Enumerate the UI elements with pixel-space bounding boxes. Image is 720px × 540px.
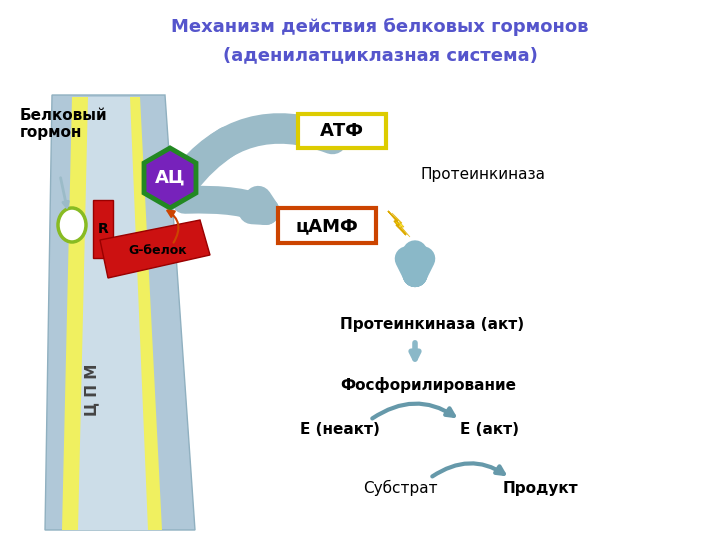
Text: Е (акт): Е (акт): [461, 422, 520, 437]
Polygon shape: [78, 97, 148, 530]
Text: Фосфорилирование: Фосфорилирование: [340, 377, 516, 393]
Polygon shape: [388, 211, 406, 235]
Text: цАМФ: цАМФ: [296, 217, 359, 235]
Text: Протеинкиназа (акт): Протеинкиназа (акт): [340, 318, 524, 333]
Text: Субстрат: Субстрат: [363, 480, 437, 496]
Text: Продукт: Продукт: [502, 481, 578, 496]
Polygon shape: [100, 220, 210, 278]
Ellipse shape: [58, 208, 86, 242]
Text: АТФ: АТФ: [320, 122, 364, 140]
Text: Е (неакт): Е (неакт): [300, 422, 380, 437]
Text: Белковый
гормон: Белковый гормон: [20, 108, 107, 140]
Polygon shape: [62, 97, 162, 530]
Text: Ц П М: Ц П М: [84, 364, 99, 416]
Text: Протеинкиназа: Протеинкиназа: [420, 167, 545, 183]
Text: (аденилатциклазная система): (аденилатциклазная система): [222, 46, 537, 64]
Text: R: R: [98, 222, 109, 236]
Polygon shape: [392, 213, 410, 237]
Text: Механизм действия белковых гормонов: Механизм действия белковых гормонов: [171, 18, 589, 36]
FancyBboxPatch shape: [298, 114, 386, 148]
Text: АЦ: АЦ: [155, 169, 185, 187]
Polygon shape: [93, 200, 113, 258]
Text: G-белок: G-белок: [129, 244, 187, 256]
FancyBboxPatch shape: [278, 208, 376, 243]
Polygon shape: [45, 95, 195, 530]
Polygon shape: [144, 148, 196, 208]
